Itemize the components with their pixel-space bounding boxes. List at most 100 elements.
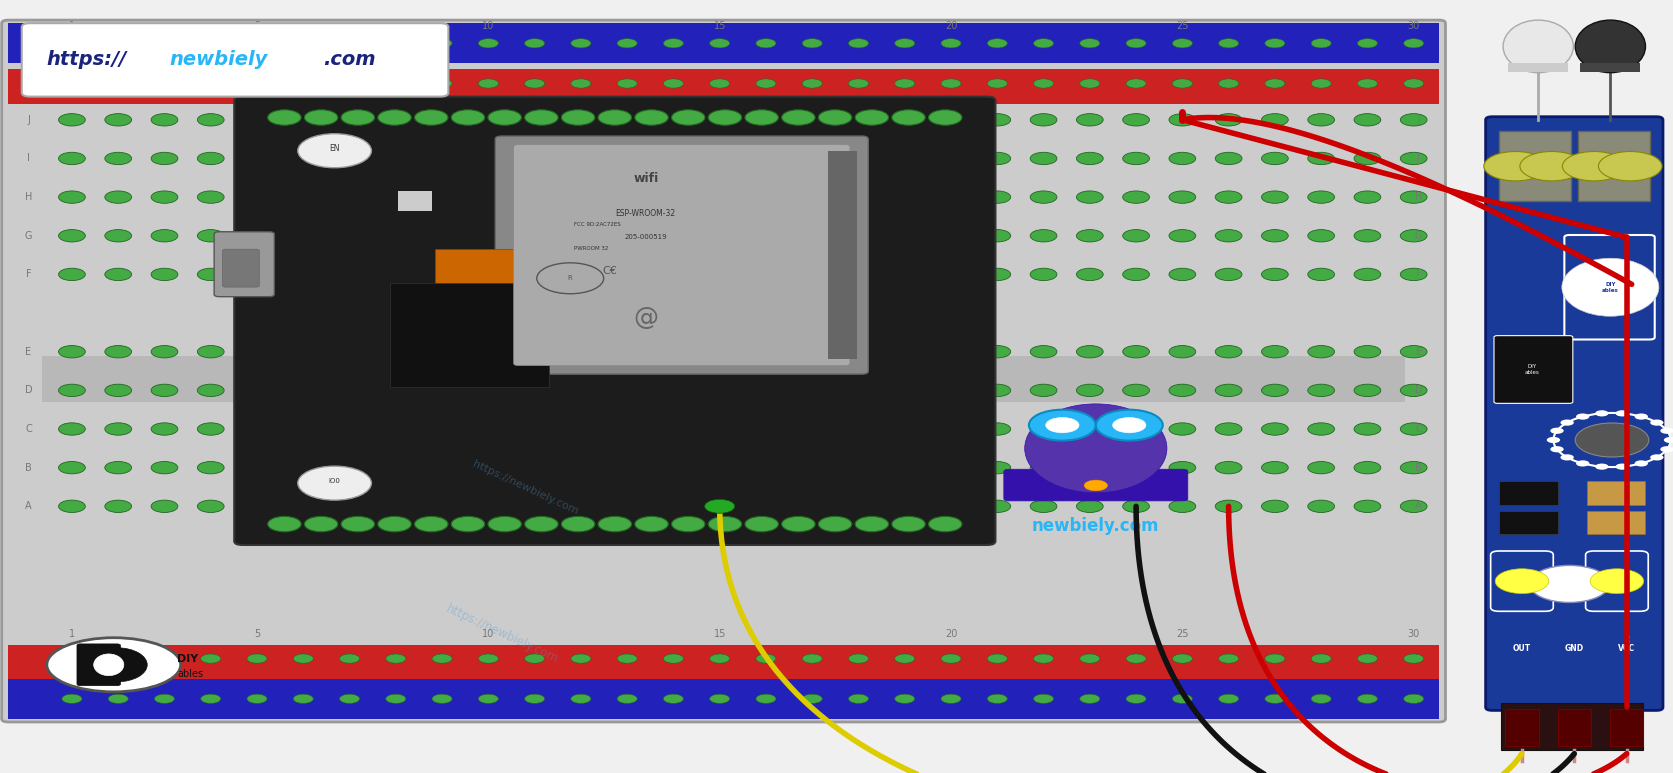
Circle shape: [661, 423, 688, 435]
Circle shape: [1616, 410, 1630, 417]
Circle shape: [1031, 268, 1057, 281]
Text: 20: 20: [945, 629, 957, 639]
Circle shape: [614, 461, 641, 474]
Circle shape: [664, 694, 684, 703]
Circle shape: [428, 461, 455, 474]
Circle shape: [845, 384, 872, 397]
Circle shape: [1261, 346, 1288, 358]
Circle shape: [1031, 230, 1057, 242]
Circle shape: [1123, 461, 1149, 474]
Bar: [1581, 63, 1641, 72]
Circle shape: [1169, 384, 1196, 397]
Circle shape: [1076, 268, 1103, 281]
Circle shape: [341, 110, 375, 125]
Circle shape: [661, 384, 688, 397]
Bar: [8, 679, 1439, 719]
Circle shape: [1353, 268, 1380, 281]
Circle shape: [1519, 152, 1583, 181]
Circle shape: [151, 346, 177, 358]
Circle shape: [756, 39, 776, 48]
Circle shape: [386, 654, 407, 663]
Bar: [398, 191, 432, 210]
Circle shape: [617, 654, 637, 663]
Circle shape: [1261, 500, 1288, 512]
FancyBboxPatch shape: [2, 20, 1445, 722]
Circle shape: [1169, 191, 1196, 203]
Circle shape: [522, 423, 549, 435]
Circle shape: [937, 114, 964, 126]
Ellipse shape: [87, 648, 147, 682]
Circle shape: [105, 114, 132, 126]
Circle shape: [1404, 39, 1424, 48]
Circle shape: [567, 114, 594, 126]
Circle shape: [940, 39, 960, 48]
Circle shape: [1357, 39, 1377, 48]
Text: PWROOM 32: PWROOM 32: [574, 246, 609, 250]
Text: FCC 9D:2AC72ES: FCC 9D:2AC72ES: [574, 223, 621, 227]
Circle shape: [478, 694, 499, 703]
Circle shape: [428, 384, 455, 397]
Circle shape: [201, 39, 221, 48]
Circle shape: [289, 346, 316, 358]
Circle shape: [1169, 461, 1196, 474]
Circle shape: [848, 694, 868, 703]
Text: J: J: [27, 115, 30, 124]
Circle shape: [1563, 152, 1626, 181]
Circle shape: [478, 39, 499, 48]
Circle shape: [661, 114, 688, 126]
Circle shape: [475, 461, 502, 474]
Circle shape: [753, 268, 780, 281]
Circle shape: [1357, 79, 1377, 88]
Circle shape: [1076, 500, 1103, 512]
Circle shape: [201, 79, 221, 88]
Circle shape: [383, 114, 410, 126]
Circle shape: [895, 39, 915, 48]
Circle shape: [1312, 654, 1332, 663]
Circle shape: [1308, 461, 1335, 474]
Circle shape: [570, 654, 591, 663]
Circle shape: [432, 694, 452, 703]
Circle shape: [62, 654, 82, 663]
Circle shape: [151, 114, 177, 126]
Circle shape: [1400, 230, 1427, 242]
Circle shape: [1169, 423, 1196, 435]
Circle shape: [244, 384, 271, 397]
Circle shape: [105, 461, 132, 474]
Circle shape: [1169, 500, 1196, 512]
Text: .com: .com: [323, 50, 375, 70]
Circle shape: [818, 516, 852, 532]
Bar: [1507, 63, 1568, 72]
Circle shape: [664, 39, 684, 48]
Circle shape: [753, 152, 780, 165]
Text: 5: 5: [254, 22, 259, 32]
Circle shape: [452, 110, 485, 125]
Text: 205-000519: 205-000519: [624, 233, 668, 240]
Circle shape: [1635, 414, 1648, 420]
Circle shape: [248, 39, 268, 48]
Circle shape: [1404, 79, 1424, 88]
Circle shape: [984, 268, 1010, 281]
Circle shape: [59, 346, 85, 358]
Circle shape: [428, 268, 455, 281]
Circle shape: [1551, 427, 1564, 434]
Circle shape: [1308, 230, 1335, 242]
Circle shape: [892, 191, 918, 203]
Circle shape: [848, 654, 868, 663]
Bar: [1501, 703, 1643, 750]
Circle shape: [428, 191, 455, 203]
Circle shape: [617, 39, 637, 48]
Circle shape: [892, 230, 918, 242]
Circle shape: [818, 110, 852, 125]
Circle shape: [154, 654, 174, 663]
Circle shape: [1079, 39, 1099, 48]
Circle shape: [383, 384, 410, 397]
Circle shape: [244, 152, 271, 165]
Circle shape: [1400, 384, 1427, 397]
Circle shape: [525, 110, 559, 125]
Circle shape: [1031, 500, 1057, 512]
Circle shape: [984, 152, 1010, 165]
Circle shape: [1084, 480, 1108, 491]
Circle shape: [984, 114, 1010, 126]
Circle shape: [562, 110, 596, 125]
Circle shape: [1218, 79, 1238, 88]
